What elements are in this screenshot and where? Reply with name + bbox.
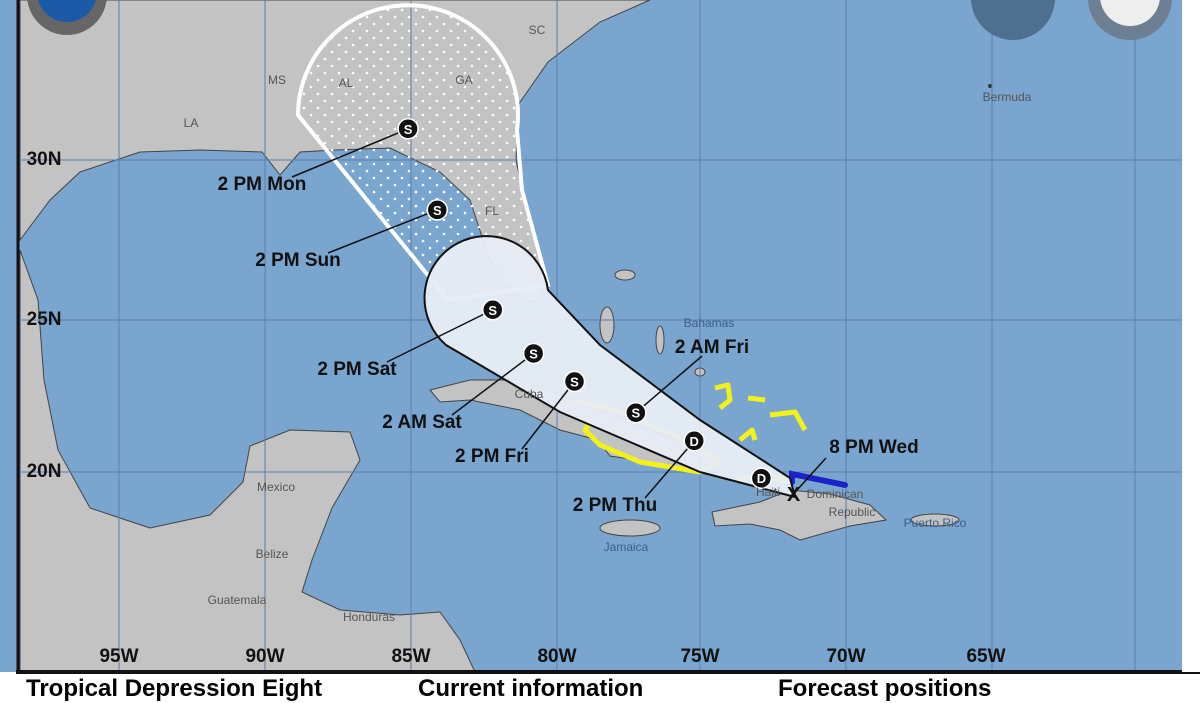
- place-label: Bahamas: [683, 316, 735, 330]
- depression-marker: D: [750, 467, 773, 489]
- graticule: [18, 0, 1200, 672]
- footer-current-information: Current information: [418, 675, 644, 702]
- lon-label: 90W: [245, 646, 285, 667]
- svg-text:D: D: [690, 434, 699, 449]
- forecast-time-label: 2 PM Fri: [455, 446, 529, 467]
- leader-line: [792, 457, 827, 495]
- place-label: GA: [455, 73, 473, 87]
- place-label: LA: [183, 116, 199, 130]
- forecast-time-label: 2 PM Sat: [317, 359, 397, 380]
- forecast-time-label: 2 PM Mon: [217, 174, 307, 195]
- forecast-cone-days-4-5: [295, 3, 551, 303]
- current-time-label: 8 PM Wed: [829, 437, 919, 458]
- land-bahamas: [599, 269, 706, 377]
- lat-label: 30N: [26, 149, 62, 170]
- footer-forecast-positions: Forecast positions: [778, 675, 992, 702]
- svg-text:S: S: [529, 346, 538, 361]
- leader-line: [644, 440, 695, 499]
- lat-label: 25N: [26, 309, 62, 330]
- land-mexico-central-america: [19, 249, 476, 673]
- svg-text:S: S: [488, 303, 497, 318]
- place-label: Guatemala: [207, 593, 267, 607]
- forecast-time-label: 2 AM Fri: [674, 337, 750, 358]
- map-frame-bottom: [16, 670, 1200, 674]
- place-label: MS: [268, 73, 286, 87]
- forecast-time-label: 2 AM Sat: [382, 412, 462, 433]
- tropical-storm-watch-area: [789, 470, 848, 488]
- place-label: AL: [338, 76, 354, 90]
- lat-label: 20N: [26, 461, 62, 482]
- leader-line: [291, 128, 409, 178]
- footer-title: Tropical Depression Eight: [26, 675, 323, 702]
- place-label: Jamaica: [603, 540, 649, 554]
- place-label: Cuba: [514, 387, 544, 401]
- place-label: Honduras: [342, 610, 396, 624]
- forecast-time-label: 2 PM Sun: [255, 250, 341, 271]
- land-bermuda: [988, 84, 992, 88]
- forecast-cone-map: D D S S S S S S X: [0, 0, 1200, 674]
- place-label: FL: [484, 204, 500, 218]
- leader-line: [521, 381, 576, 450]
- forecast-track: D D S S S S S S X: [291, 118, 827, 506]
- place-label: Bermuda: [982, 90, 1032, 104]
- lon-label: 80W: [537, 646, 577, 667]
- nws-logo: [971, 0, 1055, 40]
- nhc-logo: [1088, 0, 1172, 40]
- lon-label: 75W: [680, 646, 720, 667]
- leader-line: [386, 309, 494, 363]
- land-jamaica: [599, 519, 661, 537]
- lon-label: 65W: [966, 646, 1006, 667]
- place-label: Mexico: [256, 480, 296, 494]
- storm-marker: S: [426, 199, 449, 221]
- leader-line: [327, 209, 438, 254]
- svg-text:S: S: [433, 203, 442, 218]
- depression-marker: D: [683, 430, 705, 452]
- noaa-logo: [27, 0, 107, 35]
- storm-marker: S: [397, 118, 419, 140]
- storm-marker: S: [563, 370, 586, 393]
- place-label: SC: [528, 23, 546, 37]
- svg-text:S: S: [632, 406, 641, 421]
- land-puerto-rico: [910, 513, 960, 527]
- lon-label: 70W: [826, 646, 866, 667]
- place-label: Puerto Rico: [903, 516, 967, 530]
- place-label: Republic: [828, 505, 876, 519]
- storm-marker: S: [482, 299, 504, 321]
- leader-line: [451, 352, 535, 416]
- lon-label: 95W: [99, 646, 139, 667]
- forecast-time-label: 2 PM Thu: [572, 495, 658, 516]
- svg-text:S: S: [404, 122, 413, 137]
- svg-text:D: D: [757, 471, 766, 486]
- map-frame-right: [1182, 0, 1200, 672]
- storm-marker: S: [625, 401, 647, 424]
- storm-marker: S: [522, 342, 545, 365]
- forecast-cone-days-1-3: [423, 235, 797, 499]
- current-position-marker: X: [787, 484, 801, 506]
- lon-label: 85W: [391, 646, 431, 667]
- place-label: Dominican: [806, 487, 864, 501]
- leader-line: [635, 355, 703, 414]
- place-label: Haiti: [755, 485, 781, 499]
- svg-text:S: S: [570, 375, 579, 390]
- place-label: Belize: [255, 547, 289, 561]
